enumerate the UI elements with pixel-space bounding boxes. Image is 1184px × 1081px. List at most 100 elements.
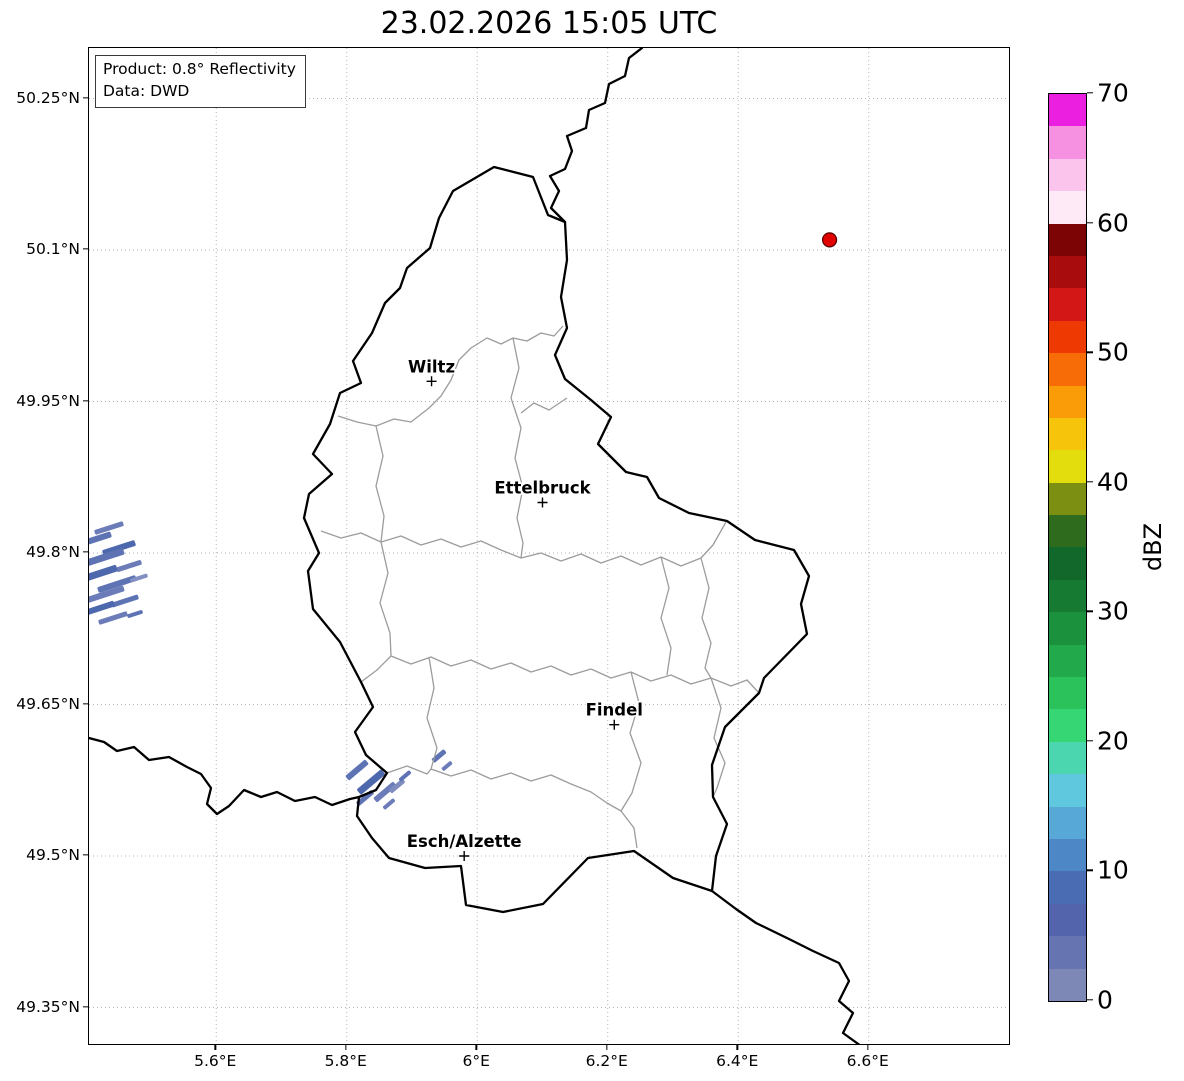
colorbar-segment xyxy=(1049,644,1086,678)
city-marker xyxy=(459,851,470,861)
colorbar-segment xyxy=(1049,417,1086,451)
radar-echo-streak xyxy=(431,749,447,763)
x-tick-mark xyxy=(214,1045,216,1050)
radar-echo-streak xyxy=(130,573,148,583)
y-tick-mark xyxy=(83,248,88,250)
radar-echo-streak xyxy=(89,531,112,549)
colorbar-segment xyxy=(1049,774,1086,807)
border-layer xyxy=(89,48,861,1044)
city-label: Findel xyxy=(586,701,643,720)
colorbar-segment xyxy=(1049,903,1086,937)
radar-echo-streak xyxy=(111,594,139,608)
colorbar-segment xyxy=(1049,515,1086,548)
radar-site-marker xyxy=(821,232,838,248)
y-tick-label: 49.8°N xyxy=(26,543,80,561)
colorbar-segment xyxy=(1049,741,1086,775)
radar-echo-streak xyxy=(98,611,128,625)
x-tick-label: 6°E xyxy=(462,1052,490,1070)
y-tick-label: 50.1°N xyxy=(26,240,80,258)
y-tick-mark xyxy=(83,399,88,402)
colorbar-segment xyxy=(1049,482,1086,516)
x-tick-label: 6.4°E xyxy=(716,1052,759,1070)
colorbar-segment xyxy=(1049,612,1086,645)
y-tick-label: 49.35°N xyxy=(16,997,80,1016)
radar-echo-streak xyxy=(97,575,137,593)
colorbar-segment xyxy=(1049,547,1086,580)
y-tick-label: 49.65°N xyxy=(16,694,80,713)
radar-echo-streak xyxy=(345,759,369,781)
y-tick-mark xyxy=(83,702,88,705)
y-tick-mark xyxy=(83,854,88,856)
colorbar-tick-mark xyxy=(1087,351,1093,353)
x-tick-mark xyxy=(867,1045,869,1050)
colorbar-segment xyxy=(1049,579,1086,613)
x-tick-mark xyxy=(345,1045,347,1050)
colorbar-tick-label: 10 xyxy=(1097,855,1129,885)
colorbar-segment xyxy=(1049,255,1086,289)
colorbar-segment xyxy=(1049,94,1086,127)
x-tick-label: 5.8°E xyxy=(324,1052,367,1070)
colorbar-tick-label: 70 xyxy=(1097,78,1129,108)
y-tick-mark xyxy=(83,1005,88,1008)
colorbar-segment xyxy=(1049,126,1086,159)
product-info-line1: Product: 0.8° Reflectivity xyxy=(103,60,296,78)
y-tick-mark xyxy=(83,551,88,553)
colorbar-tick-label: 60 xyxy=(1097,208,1129,238)
colorbar xyxy=(1048,93,1087,1002)
colorbar-segment xyxy=(1049,968,1086,1001)
radar-echo-streak xyxy=(389,778,405,794)
colorbar-segment xyxy=(1049,191,1086,224)
grid-layer xyxy=(89,48,1009,1044)
colorbar-segment xyxy=(1049,385,1086,418)
city-marker xyxy=(426,376,437,387)
radar-echo-streak xyxy=(356,790,374,806)
colorbar-tick-label: 40 xyxy=(1097,467,1129,497)
colorbar-segment xyxy=(1049,871,1086,904)
city-marker xyxy=(537,497,548,508)
city-marker xyxy=(609,719,620,730)
colorbar-segment xyxy=(1049,320,1086,354)
city-layer: Wiltz Ettelbruck Findel Esch/Alzette xyxy=(405,356,644,861)
colorbar-tick-mark xyxy=(1087,610,1093,612)
colorbar-segment xyxy=(1049,223,1086,256)
x-tick-mark xyxy=(736,1045,738,1050)
x-tick-mark xyxy=(606,1045,608,1050)
product-info-box: Product: 0.8° Reflectivity Data: DWD xyxy=(95,55,306,108)
x-tick-label: 5.6°E xyxy=(194,1052,237,1070)
colorbar-tick-mark xyxy=(1087,999,1093,1001)
colorbar-axis-label: dBZ xyxy=(1139,522,1167,572)
map-canvas: Wiltz Ettelbruck Findel Esch/Alzette xyxy=(89,48,1009,1044)
radar-site-layer xyxy=(821,232,838,248)
colorbar-segment xyxy=(1049,838,1086,872)
radar-echo-streak xyxy=(89,564,118,586)
border-belgium-france xyxy=(89,736,361,816)
y-tick-label: 49.95°N xyxy=(16,391,80,410)
figure-title: 23.02.2026 15:05 UTC xyxy=(380,6,718,41)
product-info-line2: Data: DWD xyxy=(103,82,190,101)
city-label: Ettelbruck xyxy=(494,479,591,498)
canton-borders xyxy=(320,325,760,849)
radar-echo-streak xyxy=(382,798,396,810)
x-tick-label: 6.2°E xyxy=(585,1052,628,1070)
colorbar-segment xyxy=(1049,806,1086,839)
colorbar-tick-label: 50 xyxy=(1097,337,1129,367)
colorbar-tick-mark xyxy=(1087,481,1093,483)
y-tick-label: 50.25°N xyxy=(16,88,80,107)
colorbar-segment xyxy=(1049,158,1086,192)
colorbar-tick-mark xyxy=(1087,221,1093,224)
colorbar-tick-label: 30 xyxy=(1097,596,1129,626)
x-tick-label: 6.6°E xyxy=(846,1052,889,1070)
y-tick-mark xyxy=(83,96,88,99)
x-tick-mark xyxy=(475,1045,477,1050)
colorbar-tick-mark xyxy=(1087,740,1093,742)
radar-echo-streak xyxy=(441,761,453,771)
radar-echo-streak xyxy=(127,610,143,618)
map-plot-area: Wiltz Ettelbruck Findel Esch/Alzette Produc… xyxy=(88,47,1010,1045)
colorbar-tick-label: 0 xyxy=(1097,985,1113,1015)
city-label: Wiltz xyxy=(408,357,455,376)
radar-echo-streak xyxy=(89,548,125,570)
colorbar-segment xyxy=(1049,288,1086,321)
radar-echo-streak xyxy=(116,559,142,573)
colorbar-tick-mark xyxy=(1087,92,1093,94)
